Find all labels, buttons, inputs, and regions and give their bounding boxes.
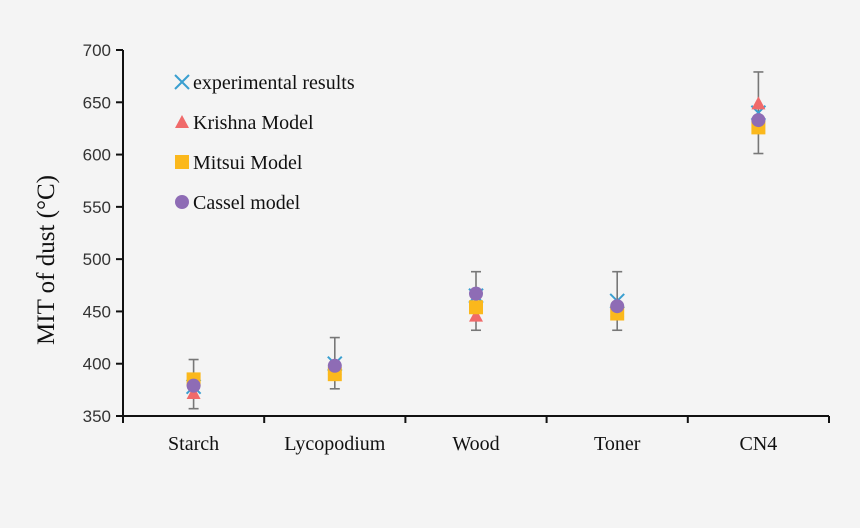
x-tick-label: Lycopodium xyxy=(284,433,386,455)
marker-circle xyxy=(186,378,201,393)
legend-marker-triangle xyxy=(175,115,189,128)
tick-labels: 350 400 450 500 550 600 650 700 Starch Lycopodium… xyxy=(83,41,778,455)
y-tick-label: 500 xyxy=(83,250,111,269)
y-tick-label: 400 xyxy=(83,355,111,374)
y-tick-label: 650 xyxy=(83,93,111,112)
marker-triangle xyxy=(751,96,766,110)
marker-square xyxy=(469,300,483,315)
x-tick-label: Starch xyxy=(168,433,219,455)
legend-label: Krishna Model xyxy=(193,112,314,134)
x-tick-label: Wood xyxy=(452,433,499,455)
legend-label: Mitsui Model xyxy=(193,152,303,174)
y-tick-label: 350 xyxy=(83,407,111,426)
marker-circle xyxy=(327,358,342,373)
marker-circle xyxy=(751,113,766,128)
y-axis-label: MIT of dust (°C) xyxy=(33,175,60,345)
marker-circle xyxy=(469,286,483,301)
legend-marker-x xyxy=(174,74,190,90)
y-tick-label: 550 xyxy=(83,198,111,217)
legend-marker-square xyxy=(175,155,189,169)
marker-circle xyxy=(610,299,625,314)
x-tick-label: Toner xyxy=(594,433,641,455)
legend-marker-circle xyxy=(175,195,189,209)
axes xyxy=(116,49,830,423)
legend-label: Cassel model xyxy=(193,192,301,214)
y-tick-label: 450 xyxy=(83,302,111,321)
legend: experimental results Krishna Model Mitsui … xyxy=(174,72,355,214)
x-tick-label: CN4 xyxy=(740,433,778,455)
legend-label: experimental results xyxy=(193,72,355,94)
data-markers xyxy=(185,96,767,399)
marker-triangle xyxy=(469,308,483,322)
y-tick-label: 700 xyxy=(83,41,111,60)
y-tick-label: 600 xyxy=(83,146,111,165)
